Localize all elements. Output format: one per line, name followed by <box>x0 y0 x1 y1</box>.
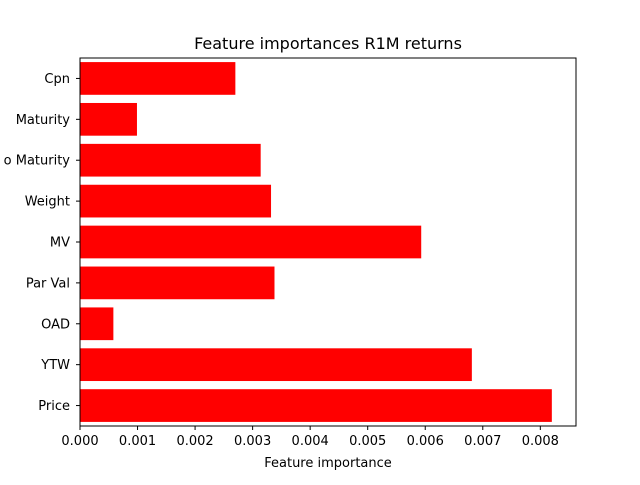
y-tick-label: Maturity <box>16 113 71 128</box>
y-tick-label: OAD <box>41 317 70 332</box>
bars-layer <box>80 62 552 422</box>
bar-mv <box>80 225 422 259</box>
bar-oad <box>80 307 114 341</box>
x-axis-label: Feature importance <box>264 456 392 471</box>
bar-price <box>80 389 552 422</box>
x-tick-label: 0.005 <box>349 434 386 449</box>
x-tick-label: 0.002 <box>176 434 213 449</box>
bar-yrs-to-maturity <box>80 143 261 177</box>
x-tick-label: 0.004 <box>292 434 329 449</box>
x-tick-label: 0.000 <box>61 434 98 449</box>
y-tick-label: Par Val <box>26 276 70 291</box>
chart-title: Feature importances R1M returns <box>194 34 462 53</box>
y-tick-label: Price <box>38 399 70 414</box>
bar-weight <box>80 184 272 218</box>
x-tick-label: 0.007 <box>464 434 501 449</box>
y-tick-label: Weight <box>25 195 70 210</box>
x-tick-label: 0.003 <box>234 434 271 449</box>
y-tick-label: o Maturity <box>4 154 71 169</box>
x-tick-label: 0.001 <box>119 434 156 449</box>
axes-layer: Price YTW OAD Par Val MV Weight o Maturity Matu… <box>4 57 577 449</box>
bar-ytw <box>80 348 472 382</box>
x-tick-label: 0.006 <box>407 434 444 449</box>
y-tick-label: YTW <box>40 358 70 373</box>
y-tick-label: Cpn <box>44 72 70 87</box>
bar-par-val <box>80 266 275 300</box>
bar-maturity <box>80 102 137 136</box>
y-tick-label: MV <box>50 236 70 251</box>
bar-cpn <box>80 62 236 95</box>
x-tick-label: 0.008 <box>522 434 559 449</box>
